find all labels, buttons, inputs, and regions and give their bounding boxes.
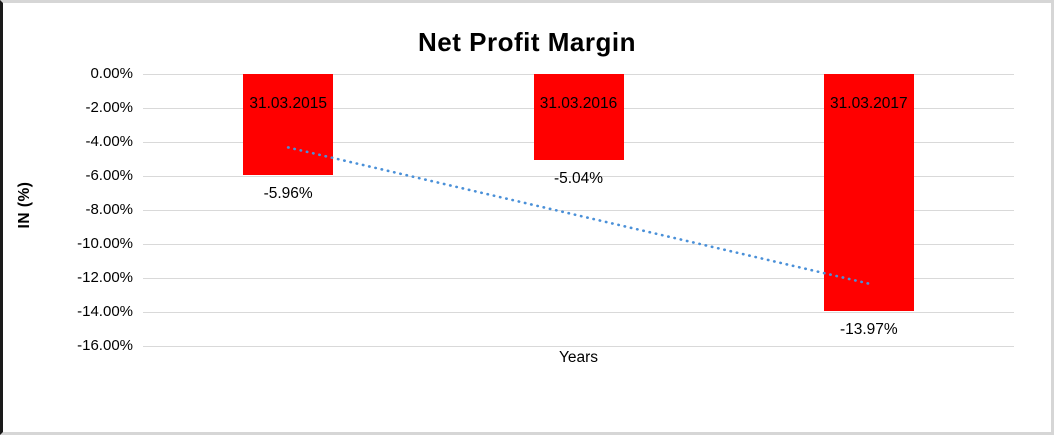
y-tick-label: -10.00% [77, 235, 133, 252]
bar-value-label: -13.97% [839, 321, 898, 338]
bar-category-label: 31.03.2016 [539, 95, 618, 112]
gridline [143, 346, 1014, 347]
y-tick-label: -12.00% [77, 269, 133, 286]
y-tick-label: 0.00% [90, 65, 133, 82]
bar-category-label: 31.03.2017 [830, 95, 908, 112]
bar [243, 74, 334, 175]
gridline [143, 278, 1014, 279]
gridline [143, 312, 1014, 313]
plot-area: 31.03.2015 -5.96% 31.03.2016 -5.04% 31.03.20… [143, 74, 1014, 347]
y-tick-label: -4.00% [85, 133, 133, 150]
y-tick-label: -8.00% [85, 201, 133, 218]
bar-value-label: -5.04% [553, 170, 604, 187]
x-axis-title: Years [558, 349, 599, 366]
trendline [286, 146, 871, 285]
y-tick-label: -16.00% [77, 337, 133, 354]
y-tick-label: -14.00% [77, 303, 133, 320]
chart-title: Net Profit Margin [418, 27, 636, 57]
y-tick-label: -6.00% [85, 167, 133, 184]
bar-category-label: 31.03.2015 [249, 95, 327, 112]
gridline [143, 176, 1014, 177]
gridline [143, 244, 1014, 245]
bar [823, 74, 914, 311]
bar [533, 74, 624, 160]
gridline [143, 210, 1014, 211]
bar-value-label: -5.96% [263, 185, 313, 202]
y-tick-label: -2.00% [85, 99, 133, 116]
